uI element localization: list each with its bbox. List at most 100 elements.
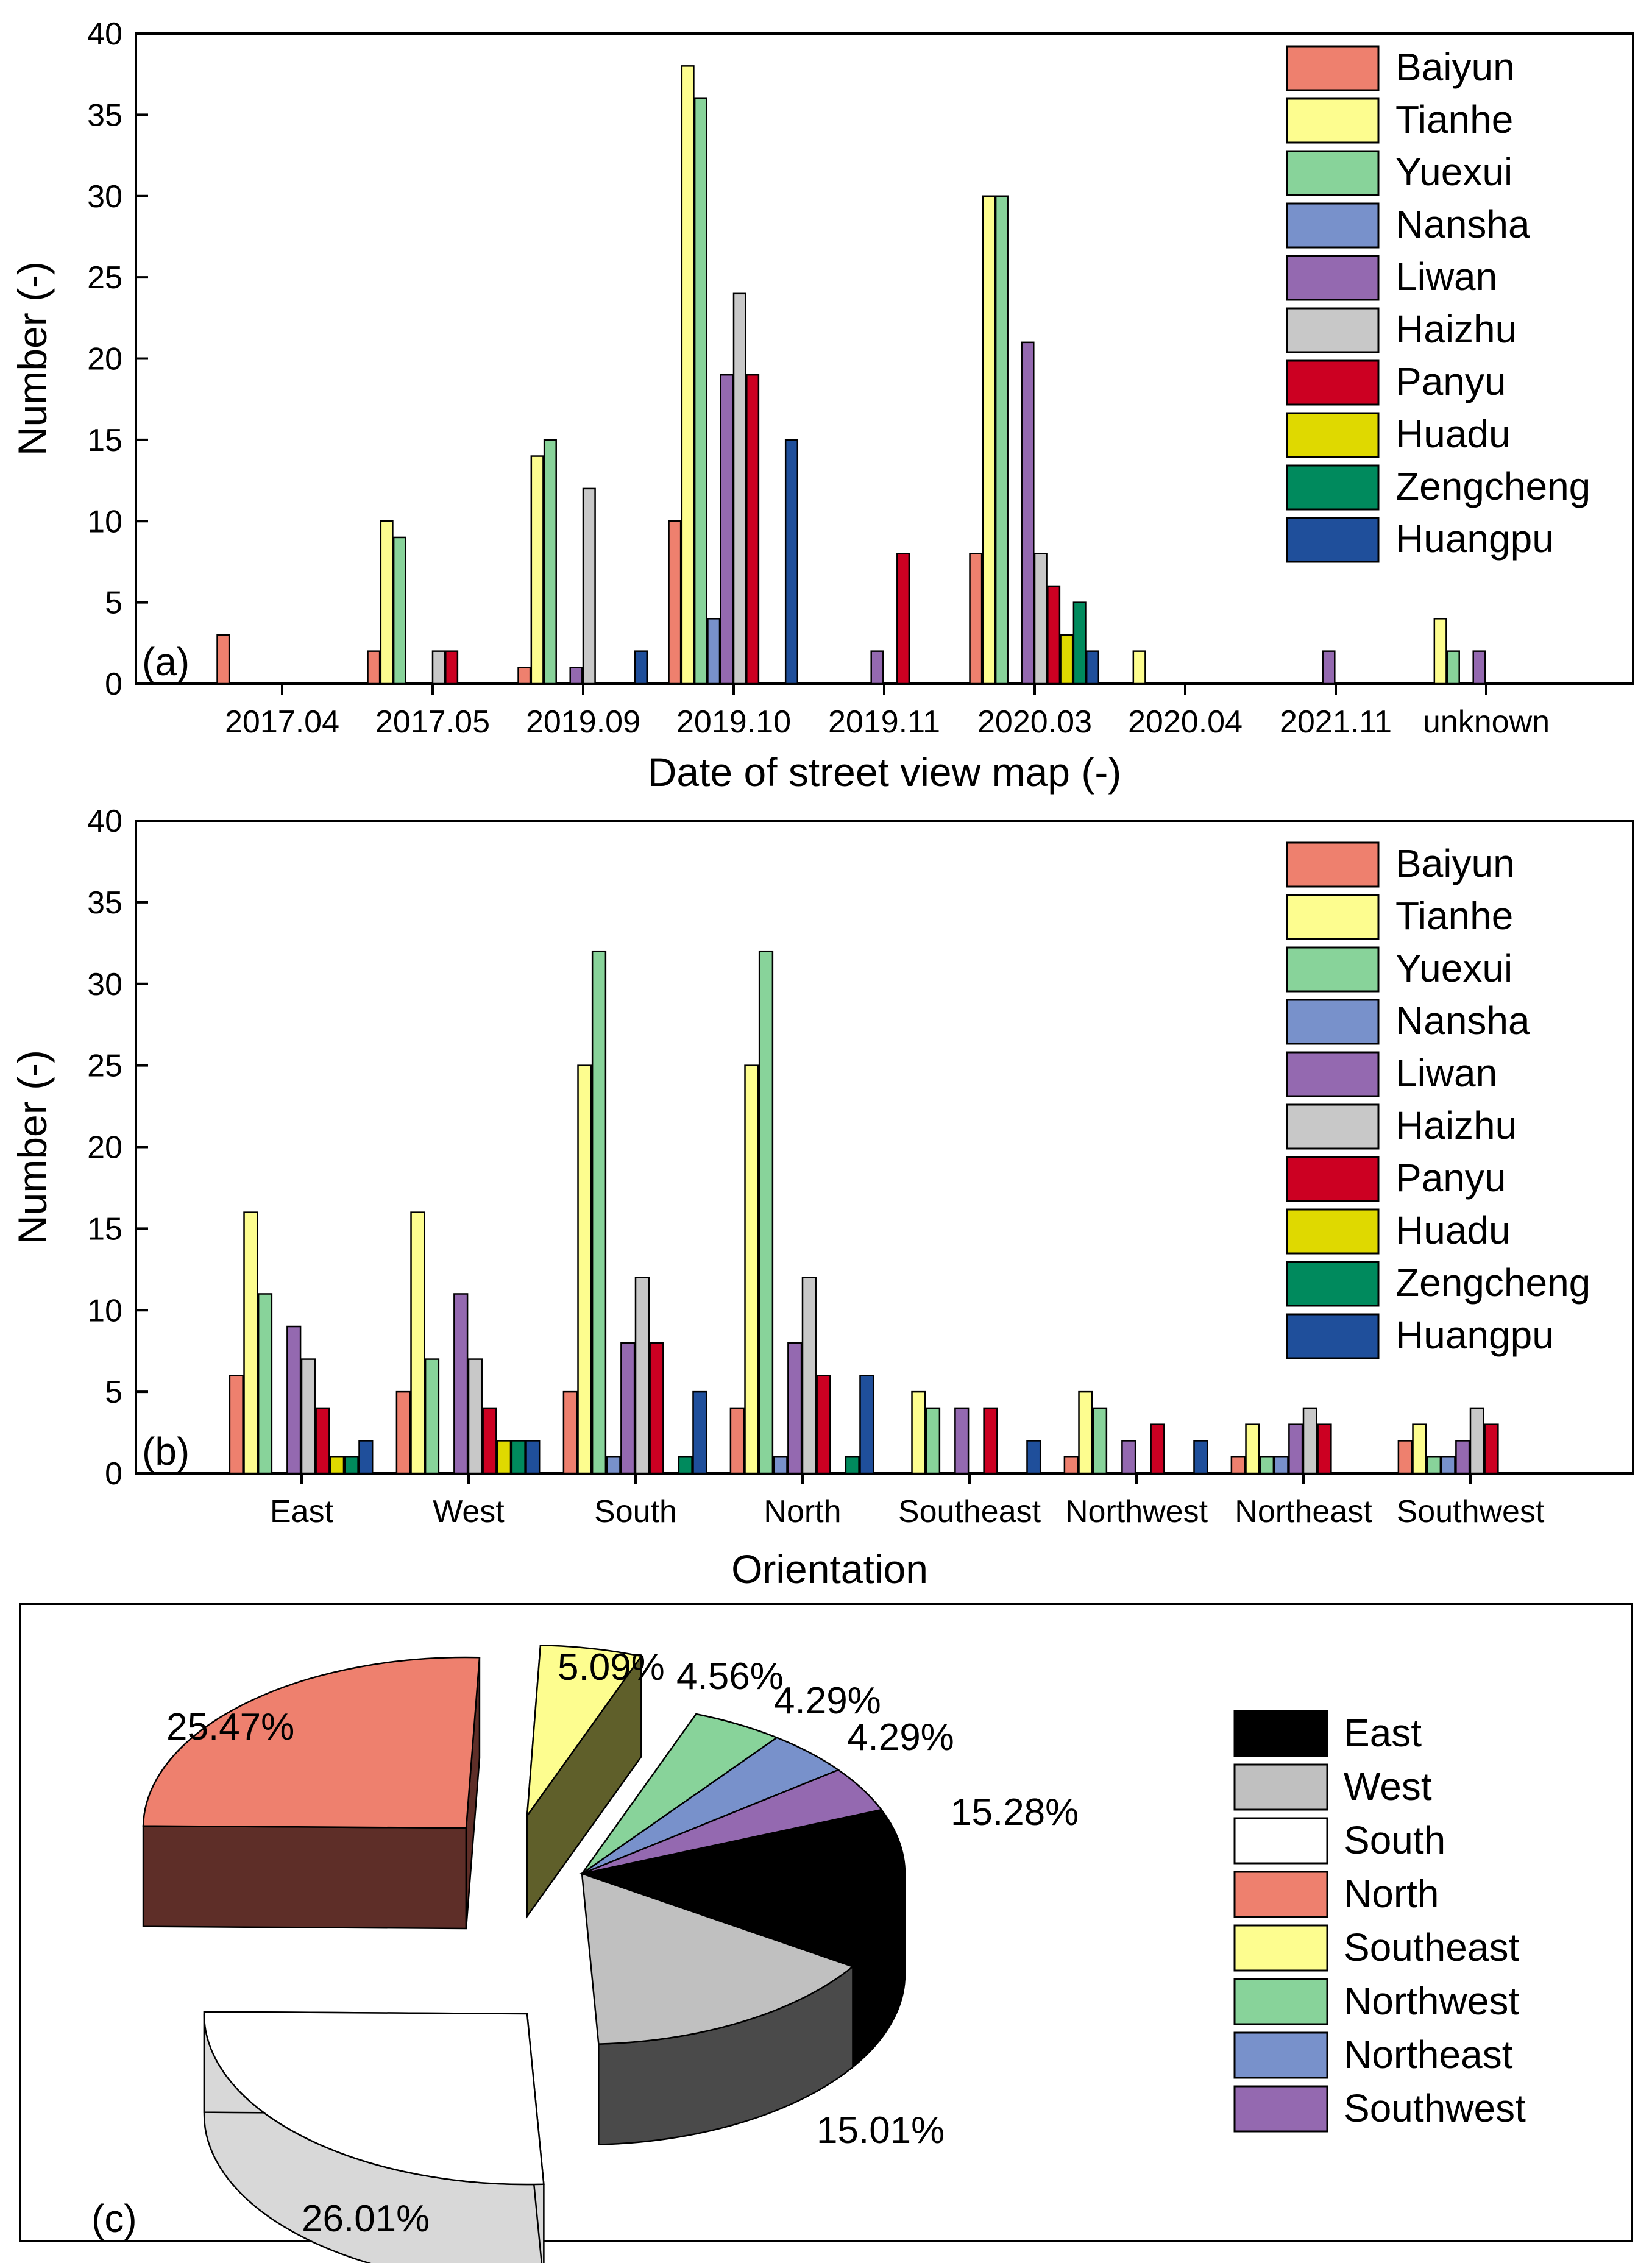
legend-label-panyu: Panyu <box>1395 1156 1506 1200</box>
legend-swatch-west <box>1233 1763 1328 1811</box>
bar-panyu-south <box>649 1342 664 1475</box>
bar-panyu-west <box>482 1407 497 1475</box>
legend-swatch-haizhu <box>1286 1103 1380 1150</box>
legend-label-northwest: Northwest <box>1344 1979 1519 2023</box>
legend-swatch-south <box>1233 1817 1328 1865</box>
legend-swatch-northeast <box>1233 2031 1328 2079</box>
panel-label: (b) <box>142 1429 190 1473</box>
bar-panyu-2019-11 <box>896 553 910 685</box>
bar-yuexui-unknown <box>1446 650 1460 685</box>
bar-baiyun-2020-03 <box>969 553 983 685</box>
y-tick-label: 25 <box>87 260 122 296</box>
pie-chart-orientation: 15.28%15.01%26.01%25.47%5.09% 4.56%4.29%4… <box>19 1603 1633 2263</box>
bar-panyu-northeast <box>1317 1423 1332 1475</box>
bar-haizhu-west <box>467 1358 483 1475</box>
x-tick-label: East <box>270 1494 334 1529</box>
bar-liwan-southwest <box>1455 1440 1470 1475</box>
legend-label-yuexui: Yuexui <box>1395 946 1512 990</box>
legend-swatch-north <box>1233 1871 1328 1918</box>
bar-liwan-north <box>787 1342 803 1475</box>
legend-label-west: West <box>1344 1765 1432 1808</box>
x-tick-label: 2017.04 <box>225 704 339 740</box>
bar-haizhu-2017-05 <box>431 650 445 685</box>
bar-huangpu-2020-03 <box>1085 650 1100 685</box>
x-tick-label: North <box>764 1494 841 1529</box>
legend-label-northeast: Northeast <box>1344 2033 1513 2077</box>
legend-swatch-east <box>1233 1710 1328 1757</box>
pie-frame <box>19 1603 1633 2242</box>
legend-swatch-huangpu <box>1286 1313 1380 1359</box>
bar-panyu-southwest <box>1484 1423 1499 1475</box>
pie-face-north <box>142 1825 467 1930</box>
bar-zengcheng-east <box>344 1456 359 1475</box>
y-tick-label: 20 <box>87 342 122 377</box>
bar-liwan-2021-11 <box>1322 650 1336 685</box>
x-tick-label: West <box>433 1494 505 1529</box>
legend-label-huadu: Huadu <box>1395 1208 1511 1252</box>
bar-baiyun-southwest <box>1397 1440 1413 1475</box>
pie-label-north: 25.47% <box>166 1706 294 1748</box>
legend-swatch-nansha <box>1286 999 1380 1045</box>
bar-liwan-south <box>620 1342 636 1475</box>
bar-nansha-southwest <box>1441 1456 1456 1475</box>
bar-yuexui-west <box>424 1358 440 1475</box>
legend-swatch-southeast <box>1233 1924 1328 1972</box>
bar-yuexui-east <box>257 1293 273 1475</box>
x-tick-label: 2020.04 <box>1128 704 1243 740</box>
legend-swatch-liwan <box>1286 1051 1380 1097</box>
pie-label-southwest: 4.29% <box>847 1716 954 1758</box>
bar-haizhu-east <box>300 1358 316 1475</box>
bar-liwan-unknown <box>1472 650 1486 685</box>
bar-huangpu-east <box>358 1440 374 1475</box>
bar-panyu-northwest <box>1150 1423 1165 1475</box>
bar-tianhe-unknown <box>1433 618 1447 685</box>
bar-yuexui-southeast <box>925 1407 941 1475</box>
bar-yuexui-2020-03 <box>994 195 1009 685</box>
legend-label-haizhu: Haizhu <box>1395 307 1517 351</box>
y-tick-label: 35 <box>87 885 122 921</box>
y-axis-title: Number (-) <box>10 261 55 456</box>
legend-swatch-southwest <box>1233 2085 1328 2133</box>
bar-tianhe-southwest <box>1412 1423 1427 1475</box>
bar-haizhu-2019-09 <box>582 487 596 685</box>
bar-nansha-north <box>773 1456 788 1475</box>
x-tick-label: South <box>594 1494 677 1529</box>
y-tick-label: 40 <box>87 16 122 52</box>
bar-yuexui-south <box>591 950 607 1475</box>
bar-huangpu-southeast <box>1026 1440 1041 1475</box>
x-tick-label: 2019.09 <box>526 704 640 740</box>
legend-swatch-baiyun <box>1286 45 1380 91</box>
legend-swatch-yuexui <box>1286 946 1380 993</box>
bar-haizhu-2020-03 <box>1033 553 1048 685</box>
panel-label: (c) <box>91 2197 137 2240</box>
bar-haizhu-north <box>801 1277 817 1475</box>
x-tick-label: 2017.05 <box>375 704 490 740</box>
legend-swatch-huadu <box>1286 412 1380 458</box>
bar-yuexui-2017-05 <box>392 536 406 685</box>
legend-label-baiyun: Baiyun <box>1395 841 1515 885</box>
legend-label-huangpu: Huangpu <box>1395 1313 1554 1357</box>
y-tick-label: 5 <box>105 586 122 621</box>
legend-swatch-haizhu <box>1286 307 1380 353</box>
x-tick-label: 2019.11 <box>828 704 940 740</box>
x-tick-label: Southwest <box>1397 1494 1545 1529</box>
panel-label: (a) <box>142 640 190 684</box>
y-tick-label: 30 <box>87 967 122 1002</box>
bar-yuexui-2019-10 <box>693 97 707 685</box>
x-axis-title: Date of street view map (-) <box>648 749 1122 795</box>
y-tick-label: 15 <box>87 1211 122 1247</box>
legend-label-liwan: Liwan <box>1395 1051 1497 1095</box>
legend-label-nansha: Nansha <box>1395 202 1530 246</box>
bar-tianhe-southeast <box>911 1390 926 1475</box>
bar-baiyun-2017-05 <box>367 650 381 685</box>
bar-panyu-2020-03 <box>1047 585 1061 685</box>
legend-swatch-zengcheng <box>1286 464 1380 511</box>
bar-baiyun-northeast <box>1230 1456 1246 1475</box>
pie-label-west: 15.01% <box>817 2109 945 2151</box>
y-tick-label: 10 <box>87 504 122 539</box>
bar-panyu-east <box>315 1407 330 1475</box>
bar-tianhe-2017-05 <box>380 520 394 685</box>
legend-label-panyu: Panyu <box>1395 359 1506 403</box>
bar-panyu-north <box>816 1375 831 1475</box>
y-axis-title: Number (-) <box>10 1050 55 1244</box>
